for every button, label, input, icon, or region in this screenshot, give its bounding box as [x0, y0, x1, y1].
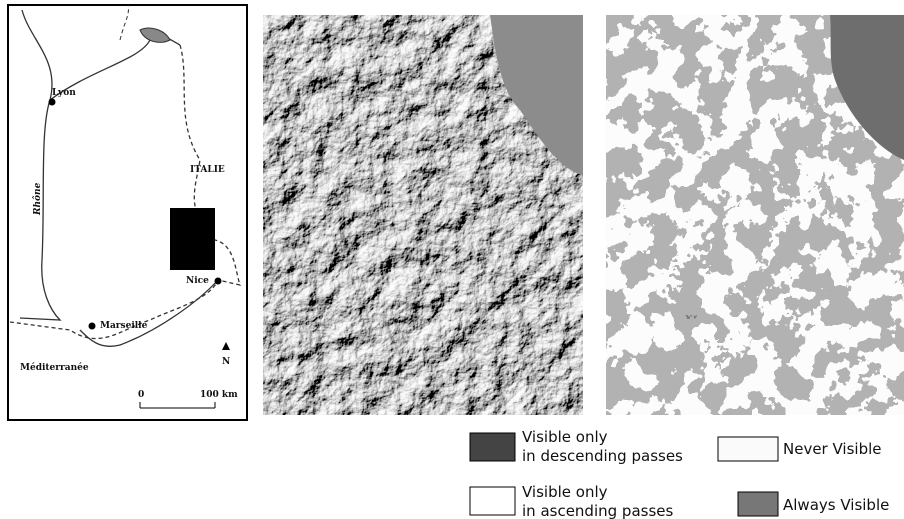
legend: Visible only in descending passes Never … [469, 428, 889, 519]
legend-swatch [737, 491, 779, 517]
map-label: 100 km [200, 390, 238, 400]
map-label: Rhône [32, 182, 43, 216]
legend-label: Always Visible [783, 496, 889, 514]
map-label: ITALIE [190, 165, 225, 175]
legend-swatch [469, 432, 516, 462]
legend-label: in descending passes [522, 447, 683, 465]
map-label: Nice [186, 276, 209, 286]
map-label: Marseille [100, 321, 148, 331]
legend-label: in ascending passes [522, 502, 673, 519]
inset-map: Lyon Rhône ITALIE Nice Marseille Méditer… [7, 4, 248, 421]
relief-image [263, 15, 583, 415]
legend-label: Visible only [522, 483, 608, 501]
legend-label: Never Visible [783, 440, 882, 458]
legend-swatch [469, 486, 516, 516]
map-label: Lyon [52, 88, 76, 98]
map-label: N [222, 357, 230, 367]
legend-label: Visible only [522, 428, 608, 446]
visibility-image [606, 15, 904, 415]
map-label: Méditerranée [20, 362, 89, 373]
map-label: 0 [138, 390, 144, 400]
legend-swatch [717, 436, 779, 462]
